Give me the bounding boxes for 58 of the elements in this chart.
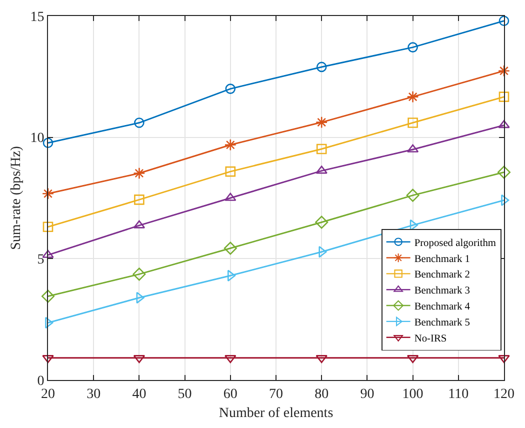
point [498,92,510,102]
point [498,120,510,128]
x-tick-label: 40 [132,386,146,402]
point [316,144,327,154]
y-axis-title: Sum-rate (bps/Hz) [8,146,24,250]
point [408,42,418,52]
y-tick-label: 5 [37,252,44,268]
point [408,118,418,128]
point [406,188,420,202]
point [316,116,328,128]
legend-label: Benchmark 1 [414,254,470,265]
x-tick-label: 50 [178,386,192,402]
point [42,138,54,148]
point [224,138,236,151]
point [406,90,419,103]
point [225,166,236,177]
point [316,355,328,364]
point [224,242,237,255]
point [498,166,510,179]
legend-label: Benchmark 2 [414,270,470,281]
point [224,355,236,364]
legend-label: Benchmark 5 [414,317,470,328]
point [42,222,54,232]
legend-label: No-IRS [414,333,447,344]
x-tick-label: 20 [41,386,55,402]
y-tick-label: 15 [30,10,44,25]
x-tick-label: 80 [314,386,329,402]
point [42,188,54,200]
point [42,290,54,303]
legend-label: Benchmark 3 [414,286,470,297]
x-tick-label: 70 [269,386,283,402]
point [132,268,146,281]
point [42,250,54,258]
x-tick-label: 120 [494,386,514,402]
x-tick-label: 100 [402,386,424,402]
x-axis-title: Number of elements [218,406,334,422]
legend-label: Benchmark 4 [414,302,471,313]
point [134,194,144,205]
point [315,216,328,229]
x-tick-label: 60 [223,386,238,402]
point [498,355,510,364]
point [133,167,146,180]
point [498,64,510,77]
legend-label: Proposed algorithm [414,238,496,249]
x-tick-label: 110 [448,386,469,402]
x-tick-label: 90 [360,386,374,402]
point [224,192,236,201]
point [225,84,236,94]
point [498,16,510,26]
point [316,62,327,72]
point [42,355,54,364]
point [228,270,236,282]
point [316,166,328,174]
point [134,118,144,128]
y-tick-label: 10 [30,131,44,146]
y-tick-label: 0 [37,374,44,389]
x-tick-label: 30 [86,386,101,402]
point [318,246,327,258]
